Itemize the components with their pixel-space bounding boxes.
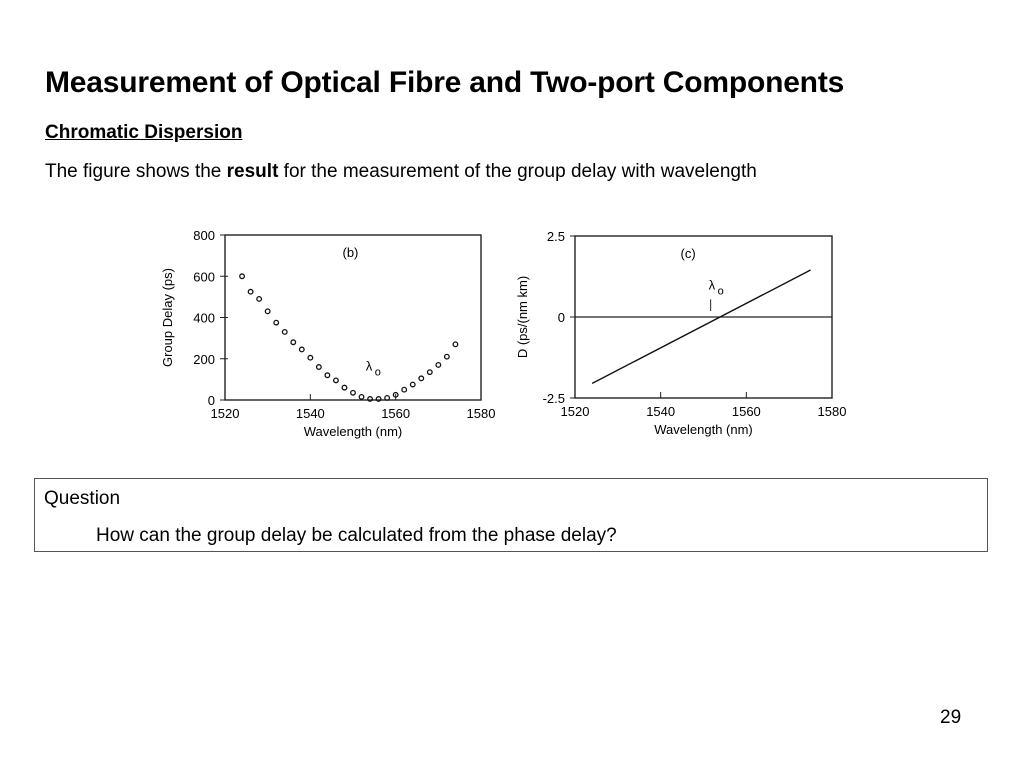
chart-b-lambda-annotation: λ <box>366 358 373 373</box>
chart-b-data-point <box>452 341 459 348</box>
chart-b-y-tick-label: 200 <box>193 352 215 367</box>
group-delay-chart: 1520 1540 1560 1580 0 200 400 600 800 Wavelength … <box>160 228 496 439</box>
chart-b-data-point <box>367 396 374 402</box>
slide-title: Measurement of Optical Fibre and Two-por… <box>45 66 845 99</box>
chart-b-data-point <box>350 389 356 396</box>
chart-b-x-tick-label: 1580 <box>467 406 496 421</box>
chart-b-x-tick-label: 1520 <box>211 406 240 421</box>
chart-b-y-tick-label: 0 <box>208 393 215 408</box>
body-text-prefix: The figure shows the <box>45 161 227 182</box>
chart-c-x-tick-label: 1580 <box>818 404 847 419</box>
chart-b-y-tick-label: 400 <box>193 311 215 326</box>
chart-c-x-axis-label: Wavelength (nm) <box>654 422 753 437</box>
chart-b-data-point <box>435 361 442 368</box>
chart-b-data-point <box>307 354 314 361</box>
chart-b-y-tick-label: 800 <box>193 228 215 243</box>
chart-c-panel-label: (c) <box>680 246 695 261</box>
body-text: The figure shows the result for the meas… <box>45 161 757 183</box>
page-number: 29 <box>940 707 962 728</box>
chart-b-data-point <box>332 377 339 384</box>
chart-b-data-point <box>256 295 263 302</box>
chart-b-panel-label: (b) <box>342 245 358 260</box>
chart-b-x-tick-label: 1560 <box>381 406 410 421</box>
chart-b-data-point <box>264 308 271 315</box>
chart-b-data-point <box>239 273 246 280</box>
chart-b-x-axis-label: Wavelength (nm) <box>304 424 403 439</box>
chart-c-y-tick-label: 2.5 <box>547 229 565 244</box>
chart-b-data-point <box>358 393 365 400</box>
chart-b-data-point <box>418 375 425 382</box>
chart-b-y-tick-label: 600 <box>193 269 215 284</box>
chart-b-data-point <box>273 319 280 326</box>
chart-b-data-point <box>315 364 322 370</box>
dispersion-chart: 1520 1540 1560 1580 -2.5 0 2.5 Wavelength (nm) D… <box>515 229 847 437</box>
chart-b-data-point <box>384 394 391 401</box>
body-text-suffix: for the measurement of the group delay w… <box>278 161 757 182</box>
chart-b-data-point <box>375 396 382 402</box>
chart-b-y-axis-label: Group Delay (ps) <box>160 268 175 367</box>
chart-c-x-tick-label: 1520 <box>561 404 590 419</box>
chart-b-data-point <box>247 288 254 295</box>
chart-c-lambda-annotation: λ <box>709 277 716 292</box>
question-box: Question How can the group delay be calc… <box>34 478 988 552</box>
chart-c-y-axis-label: D (ps/(nm km) <box>515 276 530 358</box>
chart-b-lambda-subscript: o <box>375 366 381 378</box>
chart-b-x-tick-label: 1540 <box>296 406 325 421</box>
chart-b-data-point <box>426 369 433 376</box>
chart-b-data-point <box>443 353 450 360</box>
chart-c-x-tick-label: 1540 <box>646 404 675 419</box>
chart-b-data-point <box>324 372 331 379</box>
chart-b-data-point <box>298 346 305 353</box>
section-subtitle: Chromatic Dispersion <box>45 122 243 143</box>
chart-c-series-line <box>591 269 811 385</box>
question-text: How can the group delay be calculated fr… <box>96 525 617 546</box>
chart-b-data-point <box>409 381 416 388</box>
question-label: Question <box>44 488 121 509</box>
chart-c-x-tick-label: 1560 <box>732 404 761 419</box>
chart-b-data-point <box>401 386 408 393</box>
chart-c-y-tick-label: -2.5 <box>543 391 565 406</box>
body-text-bold: result <box>226 161 279 182</box>
chart-b-data-point <box>392 391 399 398</box>
chart-b-data-point <box>290 339 297 346</box>
chart-c-lambda-subscript: o <box>718 285 724 297</box>
chart-c-y-tick-label: 0 <box>558 310 565 325</box>
chart-b-data-point <box>281 328 288 335</box>
chart-b-data-point <box>341 384 348 391</box>
